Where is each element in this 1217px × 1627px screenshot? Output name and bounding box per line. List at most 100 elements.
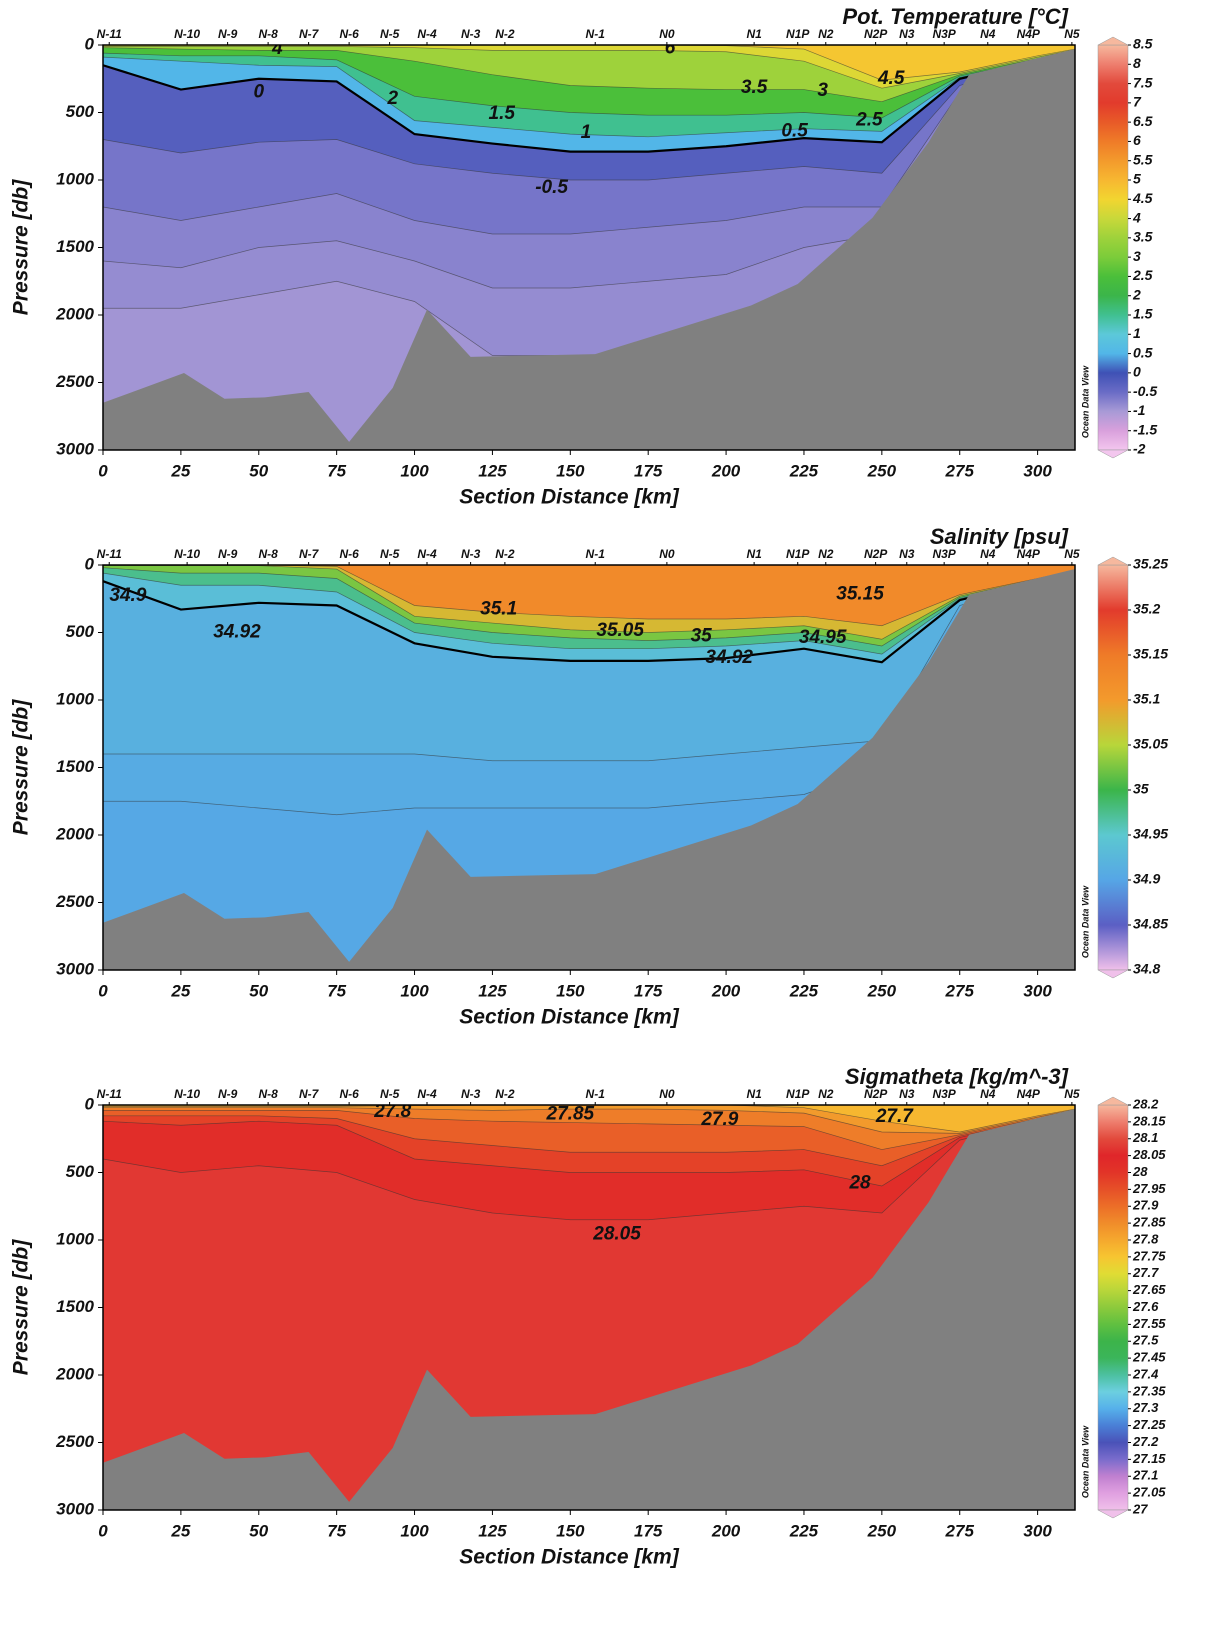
colorbar-tick-label: 2.5 [1132,267,1153,283]
colorbar-tick-label: 35.2 [1133,601,1160,617]
colorbar-tick-label: 35 [1133,781,1149,797]
contour-label: 27.9 [700,1109,738,1130]
plot-area: 27.85 27.9 27.7 28 28.05 27.8 [103,1101,1075,1510]
contour-line [103,45,1075,81]
x-tick-label: 175 [634,1521,663,1540]
station-label: N5 [1064,547,1080,561]
station-label: N-7 [299,547,320,561]
contour-label: 28 [848,1172,871,1193]
x-tick-label: 75 [327,461,346,480]
station-label: N4 [980,1087,996,1101]
colorbar-tick-label: 28 [1132,1164,1148,1179]
contour-label: 4.5 [877,68,905,89]
contour-line [103,50,1075,153]
station-label: N-6 [339,1087,359,1101]
y-tick-label: 2500 [55,892,94,911]
contour-line [103,50,1075,119]
station-label: N-8 [258,27,278,41]
y-tick-label: 500 [66,622,95,641]
station-label: N1 [746,1087,762,1101]
x-tick-label: 25 [170,461,190,480]
contour-line [103,1110,1075,1150]
station-label: N-7 [299,27,320,41]
x-tick-label: 75 [327,1521,346,1540]
bathymetry [103,1109,1075,1510]
station-label: N-1 [586,1087,606,1101]
contour-line [103,52,1075,235]
x-tick-label: 200 [711,1521,741,1540]
station-label: N3 [899,27,915,41]
contour-label: 1 [581,122,592,143]
colorbar-tick-label: 1 [1133,325,1141,341]
x-tick-label: 300 [1023,981,1052,1000]
station-label: N-8 [258,547,278,561]
x-tick-label: 100 [400,461,429,480]
x-tick-label: 125 [478,1521,507,1540]
x-axis-label: Section Distance [km] [459,1546,679,1569]
colorbar-tick-label: 27.25 [1132,1417,1166,1432]
contour-label: 27.8 [373,1101,411,1122]
y-tick-label: 1000 [56,1229,94,1248]
colorbar-tick-label: 27.85 [1132,1215,1166,1230]
colorbar-tick-label: -0.5 [1133,383,1157,399]
colorbar-tick-label: 34.85 [1133,916,1168,932]
contour-line [103,1105,1075,1133]
colorbar-cap-top [1097,1096,1129,1106]
station-label: N2P [864,27,888,41]
colorbar [1097,564,1129,971]
station-label: N-4 [417,547,437,561]
y-tick-label: 2000 [55,304,94,323]
colorbar-tick-label: 27.5 [1132,1333,1159,1348]
x-tick-label: 225 [789,461,819,480]
colorbar-tick-label: 5.5 [1133,151,1153,167]
colorbar-tick-label: 1.5 [1133,306,1153,322]
x-tick-label: 100 [400,1521,429,1540]
x-axis-label: Section Distance [km] [459,1006,679,1029]
y-tick-label: 0 [85,34,95,53]
y-tick-label: 3000 [56,1499,94,1518]
contour-label: 28.05 [592,1224,641,1245]
colorbar [1097,1104,1129,1511]
colorbar-tick-label: 27.45 [1132,1350,1166,1365]
contour-line [103,565,1075,640]
colorbar-tick-label: 27.6 [1132,1299,1159,1314]
colorbar-tick-label: 6.5 [1133,113,1153,129]
contour-label: 1.5 [489,103,516,124]
station-label: N2 [818,547,834,561]
station-label: N-5 [380,1087,400,1101]
colorbar-tick-label: 4.5 [1132,190,1153,206]
station-label: N-9 [218,1087,238,1101]
colorbar-cap-top [1097,556,1129,566]
colorbar-tick-label: 2 [1132,286,1141,302]
station-label: N4 [980,27,996,41]
watermark: Ocean Data View [1080,1425,1090,1498]
colorbar-tick-label: 34.8 [1133,961,1160,977]
y-tick-label: 1500 [56,1297,94,1316]
contour-label: 35 [691,626,713,647]
colorbar-tick-label: 34.9 [1133,871,1160,887]
y-tick-label: 500 [66,1162,95,1181]
x-tick-label: 200 [711,461,741,480]
colorbar-cap-bottom [1097,969,1129,979]
station-label: N-4 [417,1087,437,1101]
station-label: N-9 [218,547,238,561]
x-axis-label: Section Distance [km] [459,486,679,509]
y-tick-label: 3000 [56,439,94,458]
colorbar-tick-label: 8.5 [1133,36,1153,52]
colorbar-tick-label: 27.8 [1132,1231,1159,1246]
colorbar-tick-label: 34.95 [1133,826,1168,842]
colorbar-tick-label: 27.9 [1132,1198,1159,1213]
colorbar-tick-label: 7.5 [1133,74,1153,90]
colorbar-tick-label: 35.25 [1133,556,1168,572]
y-tick-label: 2000 [55,1364,94,1383]
x-tick-label: 150 [556,461,585,480]
station-label: N4P [1017,27,1041,41]
colorbar-tick-label: 27.95 [1132,1181,1166,1196]
x-tick-label: 225 [789,981,819,1000]
y-tick-label: 3000 [56,959,94,978]
x-tick-label: 300 [1023,461,1052,480]
station-label: N-1 [586,547,606,561]
colorbar-tick-label: 28.05 [1132,1147,1166,1162]
station-label: N-11 [97,547,122,561]
